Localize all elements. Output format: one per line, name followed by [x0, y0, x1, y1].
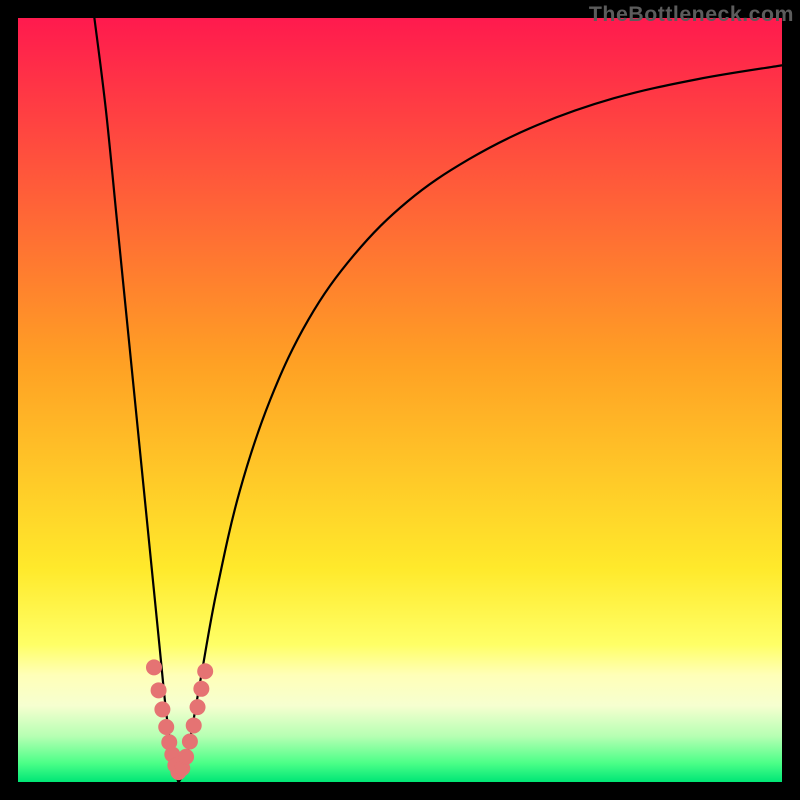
- curve-layer: [18, 18, 782, 782]
- marker-point: [198, 664, 213, 679]
- bottleneck-curve-left: [94, 18, 178, 782]
- marker-point: [159, 719, 174, 734]
- plot-area: [18, 18, 782, 782]
- marker-point: [151, 683, 166, 698]
- marker-group: [146, 660, 212, 780]
- marker-point: [146, 660, 161, 675]
- marker-point: [190, 700, 205, 715]
- marker-point: [194, 681, 209, 696]
- watermark-text: TheBottleneck.com: [589, 2, 794, 27]
- marker-point: [179, 749, 194, 764]
- marker-point: [186, 718, 201, 733]
- marker-point: [155, 702, 170, 717]
- marker-point: [182, 734, 197, 749]
- bottleneck-curve-right: [178, 65, 782, 782]
- chart-canvas: TheBottleneck.com: [0, 0, 800, 800]
